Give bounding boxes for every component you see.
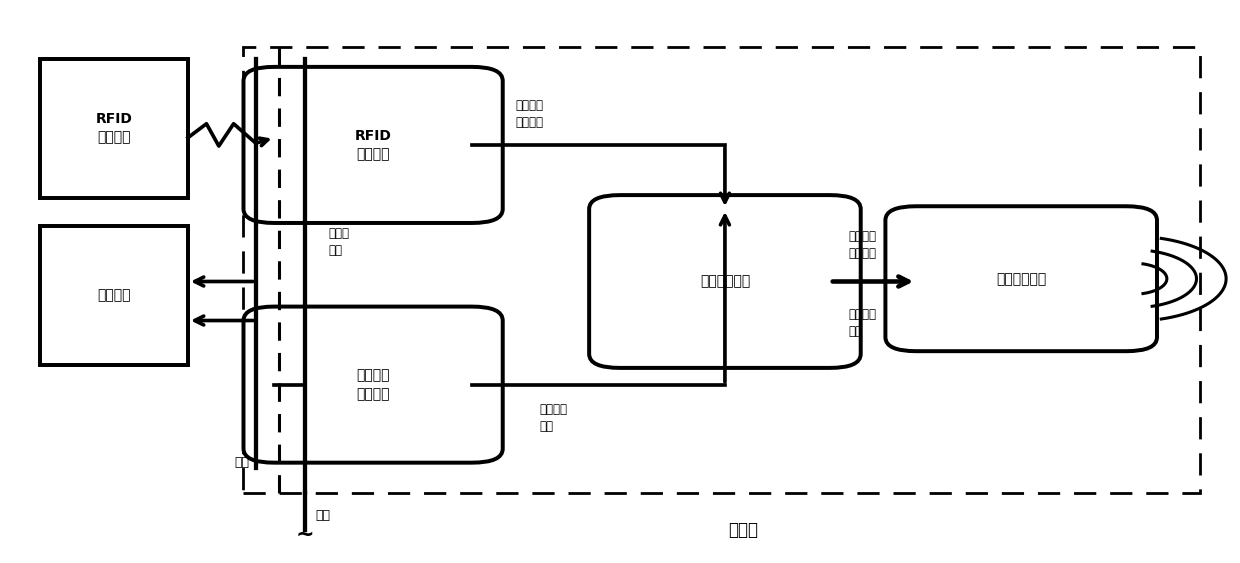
Text: 零线电流
检测模块: 零线电流 检测模块 bbox=[356, 368, 389, 401]
Text: 医疗设备
身份信息: 医疗设备 身份信息 bbox=[848, 230, 877, 260]
Text: 火线: 火线 bbox=[234, 456, 249, 469]
FancyBboxPatch shape bbox=[589, 195, 861, 368]
Text: 零线电
流值: 零线电 流值 bbox=[329, 227, 350, 257]
Text: 客户端: 客户端 bbox=[728, 521, 759, 539]
FancyBboxPatch shape bbox=[243, 67, 502, 223]
Text: 零线电流
数据: 零线电流 数据 bbox=[539, 403, 568, 433]
FancyBboxPatch shape bbox=[885, 206, 1157, 351]
Text: RFID
仪器标签: RFID 仪器标签 bbox=[95, 112, 133, 144]
Text: 医疗设备: 医疗设备 bbox=[97, 288, 130, 302]
Text: ~: ~ bbox=[296, 525, 315, 545]
Bar bbox=[243, 47, 1200, 493]
Text: 医疗设备
身份信息: 医疗设备 身份信息 bbox=[515, 99, 543, 129]
Text: 中央控制模块: 中央控制模块 bbox=[699, 275, 750, 288]
Text: 零线: 零线 bbox=[315, 509, 330, 522]
Text: 无线传输模块: 无线传输模块 bbox=[996, 272, 1047, 285]
FancyBboxPatch shape bbox=[243, 307, 502, 463]
Text: RFID
识别模块: RFID 识别模块 bbox=[355, 129, 392, 161]
Bar bbox=[40, 59, 188, 198]
Bar bbox=[40, 226, 188, 365]
Text: 零线电流
数据: 零线电流 数据 bbox=[848, 309, 877, 338]
